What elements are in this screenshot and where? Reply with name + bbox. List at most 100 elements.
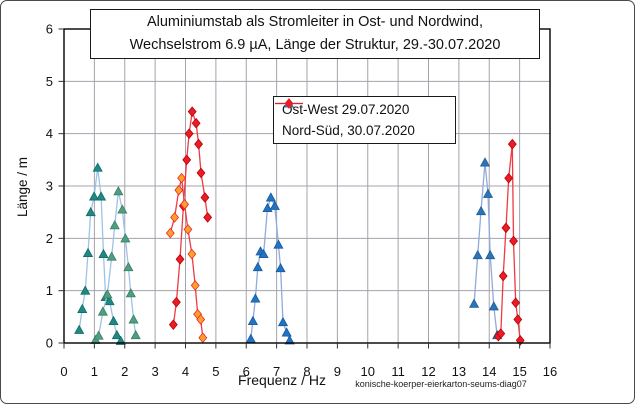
data-point-marker [125, 288, 136, 298]
data-point-marker [190, 280, 200, 291]
x-tick-label: 14 [482, 364, 496, 379]
data-point-marker [258, 248, 269, 259]
y-tick-label: 6 [46, 22, 53, 37]
x-tick-label: 4 [182, 364, 189, 379]
data-point-marker [113, 186, 124, 196]
x-tick-label: 13 [452, 364, 466, 379]
data-point-marker [117, 204, 128, 214]
data-point-marker [88, 191, 100, 201]
data-point-marker [203, 212, 213, 223]
data-point-marker [482, 188, 494, 198]
data-point-marker [106, 251, 117, 261]
data-point-marker [85, 206, 96, 217]
data-point-marker [175, 253, 185, 265]
x-tick-label: 11 [391, 364, 405, 379]
data-point-marker [168, 319, 178, 331]
data-point-marker [196, 314, 206, 325]
data-point-marker [182, 154, 192, 166]
data-point-marker [511, 297, 521, 309]
data-point-marker [245, 333, 256, 343]
data-point-marker [281, 327, 292, 337]
data-point-marker [509, 235, 518, 247]
data-series [74, 106, 525, 346]
legend: Ost-West 29.07.2020 Nord-Süd, 30.07.2020 [273, 96, 456, 144]
data-point-marker [247, 315, 259, 326]
data-point-marker [98, 248, 109, 259]
data-point-marker [250, 293, 261, 303]
y-tick-label: 1 [46, 283, 53, 298]
y-tick-label: 5 [46, 74, 53, 89]
data-point-marker [92, 162, 103, 172]
data-point-marker [479, 157, 491, 167]
x-tick-label: 12 [421, 364, 435, 379]
x-tick-label: 16 [543, 364, 557, 379]
data-point-marker [183, 224, 193, 235]
x-tick-label: 7 [273, 364, 280, 379]
y-tick-label: 4 [46, 126, 53, 141]
series-segment-Nord-Süd, 30.07.2020 [168, 106, 213, 331]
data-point-marker [108, 315, 119, 326]
x-tick-label: 8 [303, 364, 310, 379]
x-tick-label: 9 [334, 364, 341, 379]
x-tick-label: 5 [212, 364, 219, 379]
data-point-marker [77, 303, 88, 313]
x-tick-label: 6 [243, 364, 250, 379]
data-point-marker [191, 117, 201, 129]
data-point-marker [265, 192, 276, 202]
data-point-marker [273, 239, 284, 249]
data-point-marker [93, 330, 104, 340]
series-line [250, 195, 291, 341]
data-point-marker [111, 329, 122, 340]
data-point-marker [120, 233, 131, 243]
data-point-marker [277, 316, 289, 327]
data-point-marker [252, 261, 263, 272]
data-point-marker [468, 298, 480, 308]
data-point-marker [485, 249, 496, 260]
data-point-marker [123, 261, 134, 272]
data-point-marker [187, 248, 197, 260]
data-point-marker [74, 324, 85, 334]
data-point-marker [177, 172, 186, 184]
data-point-marker [496, 328, 506, 339]
data-point-marker [170, 212, 179, 223]
y-tick-label: 2 [46, 231, 53, 246]
x-tick-label: 0 [60, 364, 67, 379]
series-line [473, 162, 498, 336]
data-point-marker [165, 227, 175, 239]
series-segment-Ost-West 29.07.2020 [468, 157, 503, 340]
data-point-marker [513, 314, 523, 325]
data-point-marker [284, 335, 295, 345]
data-point-marker [198, 332, 208, 344]
x-tick-label: 2 [121, 364, 128, 379]
data-point-marker [128, 314, 139, 324]
y-tick-label: 3 [46, 179, 53, 194]
data-point-marker [262, 202, 273, 212]
legend-label: Ost-West 29.07.2020 [282, 102, 410, 118]
data-point-marker [184, 128, 194, 139]
footer-note: konische-koerper-eierkarton-seums-diag07 [355, 379, 527, 389]
legend-marker [284, 98, 294, 109]
x-tick-label: 10 [361, 364, 375, 379]
data-point-marker [488, 301, 499, 311]
legend-label: Nord-Süd, 30.07.2020 [282, 122, 415, 138]
data-point-marker [171, 296, 181, 308]
data-point-marker [97, 306, 108, 316]
data-point-marker [187, 106, 197, 118]
data-point-marker [498, 270, 508, 282]
data-point-marker [501, 222, 511, 234]
y-tick-label: 0 [46, 336, 53, 351]
legend-marker-icon [275, 98, 303, 109]
legend-item: Ost-West 29.07.2020 [275, 98, 455, 118]
x-tick-label: 15 [512, 364, 526, 379]
data-point-marker [269, 200, 280, 210]
data-point-marker [504, 172, 514, 184]
series-segment-Ost-West 29.07.2020 [74, 162, 126, 345]
data-point-marker [104, 295, 115, 306]
legend-item: Nord-Süd, 30.07.2020 [275, 98, 455, 138]
x-tick-label: 1 [91, 364, 98, 379]
y-axis-title: Länge / m [15, 157, 30, 217]
data-point-marker [472, 249, 483, 260]
data-point-marker [196, 167, 206, 179]
